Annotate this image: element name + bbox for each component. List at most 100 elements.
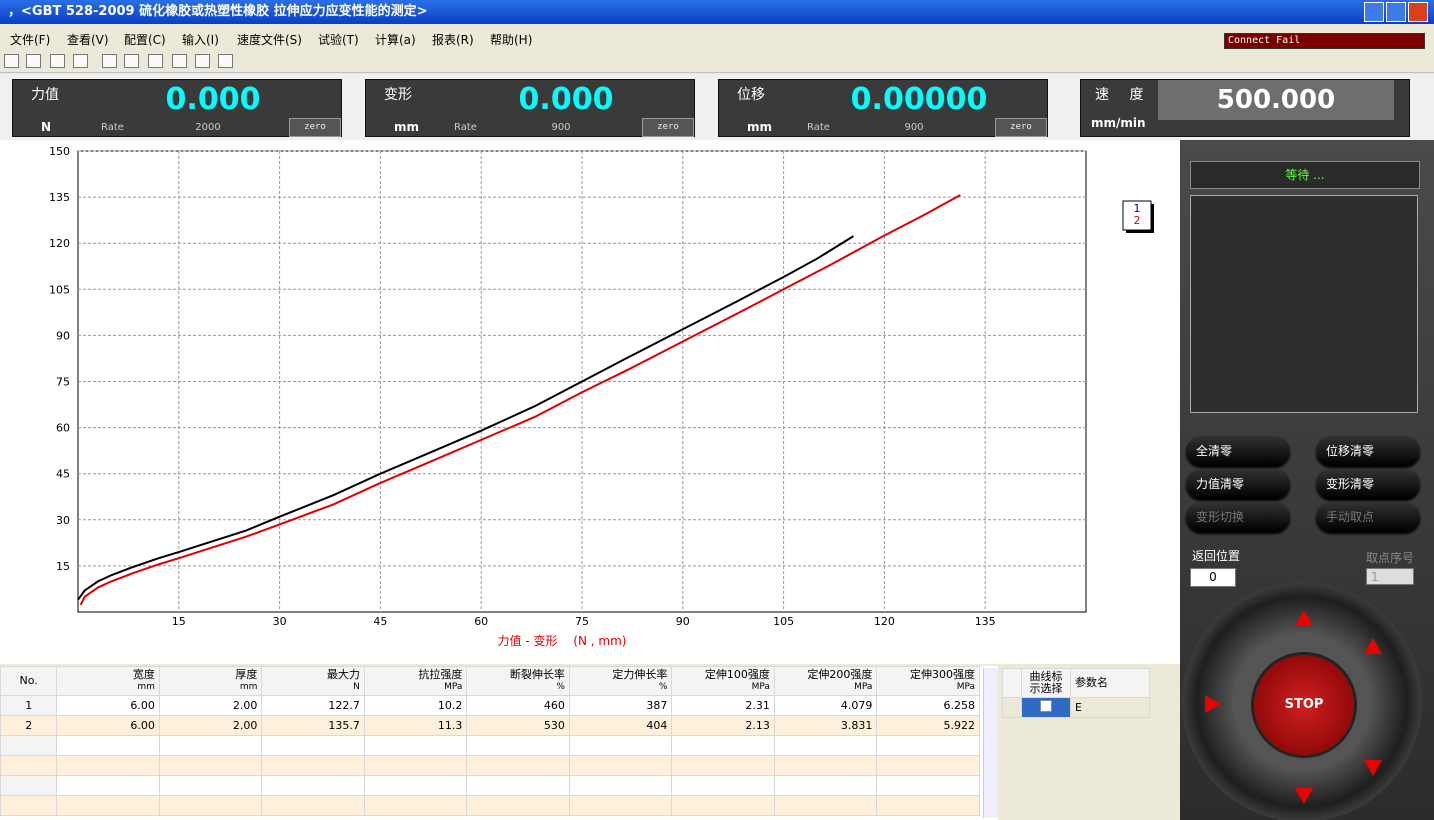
toolbar-button[interactable] xyxy=(102,54,117,68)
title-bar: ，<GBT 528-2009 硫化橡胶或热塑性橡胶 拉伸应力应变性能的测定> xyxy=(0,0,1434,24)
menu-item[interactable]: 报表(R) xyxy=(432,33,474,47)
connection-status: Connect Fail xyxy=(1224,33,1425,49)
minimize[interactable] xyxy=(1364,2,1384,22)
table-row[interactable] xyxy=(0,795,980,816)
table-cell: 2.00 xyxy=(158,715,263,736)
checkbox[interactable] xyxy=(1040,700,1052,712)
jog-arrow[interactable] xyxy=(1364,638,1382,654)
gauge-value: 0.000 xyxy=(518,82,614,117)
toolbar-button[interactable] xyxy=(26,54,41,68)
table-cell: 530 xyxy=(466,715,570,736)
x-axis-label: 力值 - 变形 (N , mm) xyxy=(498,633,627,648)
table-cell xyxy=(876,755,980,776)
toolbar-button[interactable] xyxy=(73,54,88,68)
table-cell xyxy=(261,755,365,776)
return-input[interactable]: 0 xyxy=(1190,568,1236,587)
column-name: No. xyxy=(19,674,38,687)
y-tick-label: 150 xyxy=(49,145,70,158)
table-cell xyxy=(56,755,160,776)
panel-button[interactable]: 位移清零 xyxy=(1316,436,1420,466)
rate-value: 2000 xyxy=(195,122,221,133)
jog-arrow[interactable] xyxy=(1295,610,1313,626)
curve-table: 曲线标示选择 参数名 E xyxy=(1002,668,1150,718)
column-name: 抗拉强度 xyxy=(418,668,463,681)
x-tick-label: 75 xyxy=(575,615,589,628)
zero-button[interactable]: zero xyxy=(642,118,694,137)
table-cell xyxy=(773,775,878,796)
table-cell: 3.831 xyxy=(773,715,878,736)
table-row[interactable] xyxy=(0,755,980,776)
gauge-label: 力值 xyxy=(31,87,59,103)
legend-entry: 1 xyxy=(1134,202,1141,215)
zero-button[interactable]: zero xyxy=(995,118,1047,137)
table-cell: 2.13 xyxy=(671,715,775,736)
jog-arrow[interactable] xyxy=(1295,788,1313,804)
x-tick-label: 45 xyxy=(373,615,387,628)
panel-button[interactable]: 变形清零 xyxy=(1316,469,1420,499)
toolbar-button[interactable] xyxy=(148,54,163,68)
menu-item[interactable]: 帮助(H) xyxy=(490,33,533,47)
y-tick-label: 60 xyxy=(56,422,70,435)
table-cell xyxy=(466,775,570,796)
column-name: 定伸200强度 xyxy=(807,668,873,681)
column-unit: MPa xyxy=(751,682,770,692)
table-cell xyxy=(158,795,263,816)
toolbar-button[interactable] xyxy=(218,54,233,68)
table-row[interactable]: 2 6.00 2.00 135.7 11.3 530 404 2.13 3.831 5.922 xyxy=(0,715,980,736)
table-cell xyxy=(363,755,468,776)
data-line xyxy=(79,194,961,606)
table-cell xyxy=(0,775,58,796)
table-cell: 387 xyxy=(568,695,673,716)
speed-value[interactable]: 500.000 xyxy=(1158,80,1394,120)
table-row[interactable]: 1 6.00 2.00 122.7 10.2 460 387 2.31 4.079 6.258 xyxy=(0,695,980,716)
panel-button[interactable]: 力值清零 xyxy=(1186,469,1290,499)
y-tick-label: 120 xyxy=(49,237,70,250)
menu-item[interactable]: 速度文件(S) xyxy=(237,33,302,47)
toolbar-button[interactable] xyxy=(195,54,210,68)
menu-item[interactable]: 计算(a) xyxy=(375,33,416,47)
speed-gauge: 速 度 500.000 mm/min xyxy=(1080,79,1410,137)
maximize[interactable] xyxy=(1386,2,1406,22)
x-tick-label: 60 xyxy=(474,615,488,628)
menu-item[interactable]: 查看(V) xyxy=(67,33,109,47)
speed-label: 速 度 xyxy=(1095,87,1152,103)
y-tick-label: 135 xyxy=(49,191,70,204)
checkbox-cell xyxy=(1021,697,1071,718)
table-row[interactable] xyxy=(0,735,980,756)
column-name: 断裂伸长率 xyxy=(509,668,565,681)
x-tick-label: 30 xyxy=(273,615,287,628)
menu-item[interactable]: 文件(F) xyxy=(10,33,51,47)
panel-button[interactable]: 全清零 xyxy=(1186,436,1290,466)
header-row: 曲线标示选择 参数名 xyxy=(1002,668,1150,698)
table-cell xyxy=(466,795,570,816)
table-row[interactable] xyxy=(0,775,980,796)
jog-arrow[interactable] xyxy=(1364,760,1382,776)
toolbar-button[interactable] xyxy=(4,54,19,68)
scrollbar[interactable] xyxy=(983,668,998,818)
column-header: 参数名 xyxy=(1070,668,1150,698)
stop-button[interactable]: STOP xyxy=(1254,655,1354,755)
table-cell: 135.7 xyxy=(261,715,365,736)
table-cell xyxy=(363,735,468,756)
column-header: 曲线标示选择 xyxy=(1021,668,1071,698)
y-tick-label: 15 xyxy=(56,560,70,573)
close[interactable] xyxy=(1408,2,1428,22)
zero-button[interactable]: zero xyxy=(289,118,341,137)
menu-item[interactable]: 试验(T) xyxy=(318,33,359,47)
column-header: 抗拉强度 MPa xyxy=(363,666,468,696)
y-tick-label: 30 xyxy=(56,514,70,527)
gauge-unit: mm xyxy=(747,120,773,134)
table-cell: 6.00 xyxy=(56,715,160,736)
toolbar-button[interactable] xyxy=(50,54,65,68)
y-tick-label: 105 xyxy=(49,283,70,296)
table-cell: 2.00 xyxy=(158,695,263,716)
table-cell: 2.31 xyxy=(671,695,775,716)
row-head xyxy=(1002,697,1022,718)
menu-item[interactable]: 配置(C) xyxy=(124,33,166,47)
toolbar-button[interactable] xyxy=(124,54,139,68)
jog-arrow[interactable] xyxy=(1205,695,1221,713)
legend xyxy=(1122,200,1152,231)
menu-item[interactable]: 输入(I) xyxy=(182,33,219,47)
toolbar-button[interactable] xyxy=(172,54,187,68)
